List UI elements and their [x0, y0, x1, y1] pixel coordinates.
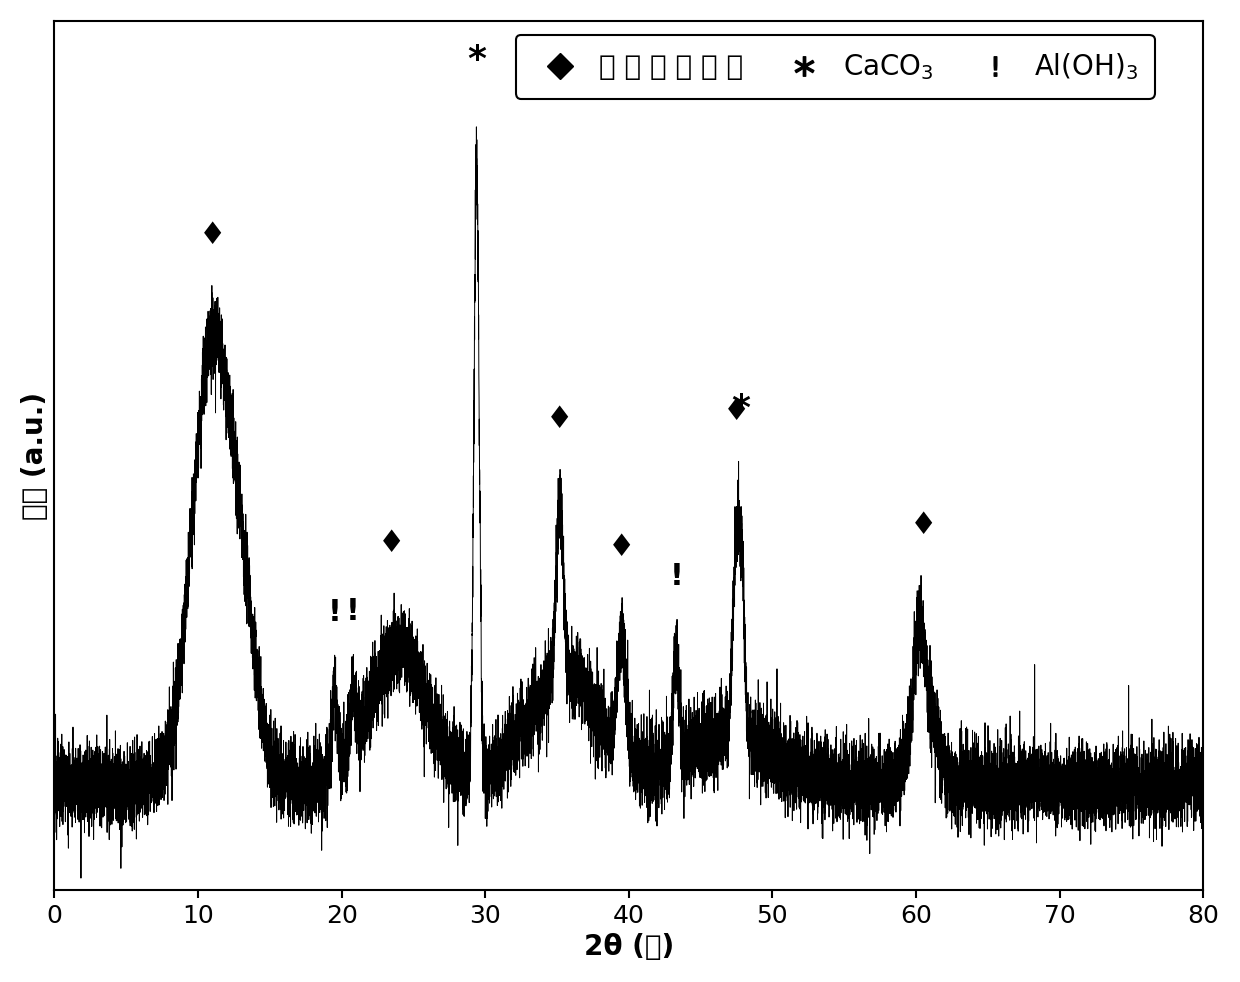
Text: ♦: ♦ [378, 528, 405, 558]
Text: !: ! [327, 598, 341, 627]
X-axis label: 2θ (度): 2θ (度) [584, 933, 673, 961]
Text: ♦: ♦ [608, 533, 635, 563]
Text: ♦: ♦ [546, 406, 574, 434]
Text: !: ! [670, 562, 683, 591]
Text: *: * [732, 392, 750, 426]
Legend: 水 铝 钒 石 结 构, CaCO$_3$, Al(OH)$_3$: 水 铝 钒 石 结 构, CaCO$_3$, Al(OH)$_3$ [516, 34, 1154, 99]
Text: ♦: ♦ [909, 512, 937, 540]
Text: !: ! [346, 597, 360, 627]
Text: *: * [467, 43, 486, 78]
Text: ♦: ♦ [723, 397, 750, 426]
Text: ♦: ♦ [198, 221, 226, 250]
Y-axis label: 强度 (a.u.): 强度 (a.u.) [21, 392, 48, 519]
